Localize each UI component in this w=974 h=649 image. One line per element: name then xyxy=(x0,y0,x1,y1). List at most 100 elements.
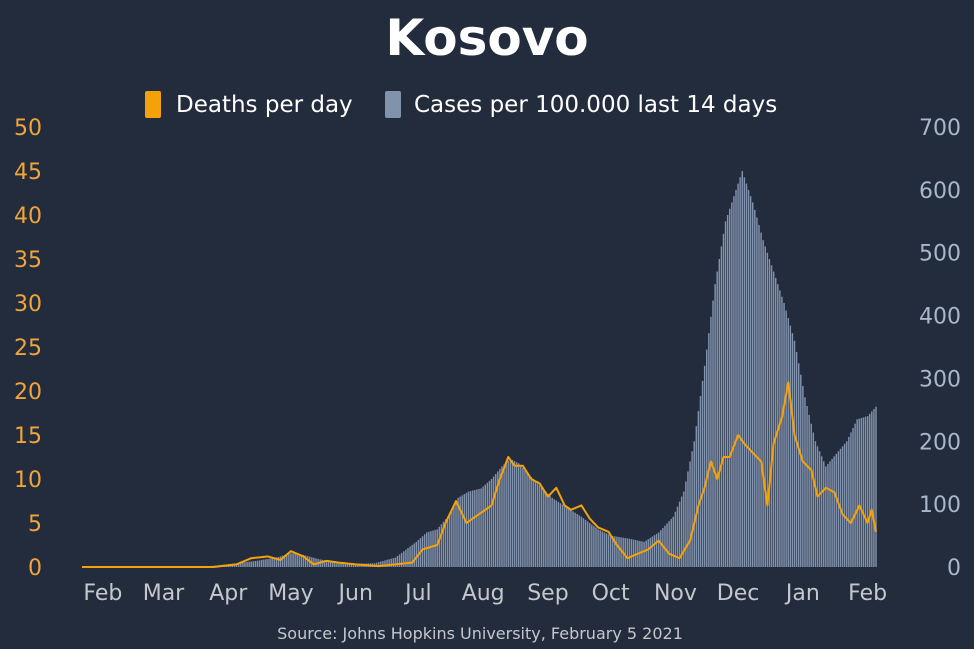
cases-bar xyxy=(856,419,858,567)
cases-bar xyxy=(536,483,539,567)
cases-bar xyxy=(411,545,413,567)
cases-bar xyxy=(415,541,418,567)
cases-bar xyxy=(507,460,509,567)
cases-bar xyxy=(478,488,480,567)
cases-bar xyxy=(400,552,403,567)
cases-bar xyxy=(377,562,380,567)
source-note: Source: Johns Hopkins University, Februa… xyxy=(277,624,683,643)
x-tick-label: Jan xyxy=(784,581,820,606)
cases-bar xyxy=(553,499,555,567)
cases-bar xyxy=(396,556,399,567)
cases-bar xyxy=(486,482,489,567)
cases-bar xyxy=(298,554,301,567)
cases-bar xyxy=(432,530,434,567)
cases-bar xyxy=(664,525,666,567)
cases-bar xyxy=(449,512,451,567)
cases-bar xyxy=(296,553,298,567)
cases-bar xyxy=(735,189,737,568)
cases-bar xyxy=(724,221,727,568)
cases-bar xyxy=(240,562,242,567)
cases-bar xyxy=(509,458,512,567)
cases-bar xyxy=(871,411,873,567)
cases-bar xyxy=(494,473,497,567)
x-tick-label: Aug xyxy=(462,581,505,606)
cases-bar xyxy=(835,453,838,567)
cases-bar xyxy=(557,501,560,567)
cases-bar xyxy=(678,501,681,567)
cases-bar xyxy=(375,562,378,567)
cases-bar xyxy=(710,316,712,567)
cases-bar xyxy=(804,397,806,567)
cases-bar xyxy=(283,555,286,567)
cases-bar xyxy=(244,562,246,567)
cases-bar xyxy=(267,558,269,567)
y-right-tick-label: 100 xyxy=(919,493,961,518)
cases-bar xyxy=(703,365,706,567)
cases-bar xyxy=(651,536,654,567)
cases-bar xyxy=(352,563,355,567)
cases-bar xyxy=(354,563,357,567)
cases-bar xyxy=(503,464,505,567)
cases-bar xyxy=(687,471,689,567)
cases-bar xyxy=(405,549,407,567)
cases-bar xyxy=(511,459,514,567)
cases-bar xyxy=(628,538,631,567)
cases-bar xyxy=(712,300,714,567)
cases-bar xyxy=(866,416,869,567)
cases-bar xyxy=(277,556,280,567)
cases-bar xyxy=(605,533,608,567)
cases-bar xyxy=(833,456,835,567)
cases-bar xyxy=(428,531,430,567)
cases-bar xyxy=(827,463,829,567)
cases-bar xyxy=(271,558,273,567)
cases-bar xyxy=(645,540,647,567)
cases-bar xyxy=(497,471,499,567)
cases-bar xyxy=(774,277,777,567)
cases-bar xyxy=(265,559,267,567)
cases-bar xyxy=(480,488,482,567)
cases-bar xyxy=(670,518,672,567)
cases-bar xyxy=(741,171,743,567)
cases-bar xyxy=(459,496,461,567)
y-right-tick-label: 400 xyxy=(919,305,961,330)
cases-bar xyxy=(403,551,405,567)
cases-bar xyxy=(739,177,741,568)
x-tick-label: Jun xyxy=(337,581,373,606)
cases-bar xyxy=(547,493,549,567)
cases-bar xyxy=(520,465,522,567)
cases-bar xyxy=(325,560,328,567)
cases-bar xyxy=(814,441,817,567)
cases-bar xyxy=(315,558,317,567)
cases-bar xyxy=(795,352,798,567)
cases-bar xyxy=(505,462,507,567)
cases-bar xyxy=(444,519,447,567)
y-left-tick-label: 20 xyxy=(14,380,42,405)
y-left-tick-label: 50 xyxy=(14,116,42,141)
y-right-tick-label: 600 xyxy=(919,179,961,204)
x-tick-label: Feb xyxy=(83,581,122,606)
cases-bar xyxy=(279,556,282,567)
cases-bar xyxy=(806,406,808,567)
cases-bar xyxy=(860,418,863,567)
cases-bar xyxy=(616,536,618,567)
x-tick-label: Dec xyxy=(717,581,760,606)
cases-bar xyxy=(701,380,704,567)
cases-bar xyxy=(797,363,800,567)
cases-bar xyxy=(338,562,340,567)
cases-bar xyxy=(534,481,537,567)
cases-bar xyxy=(693,441,695,567)
cases-bar xyxy=(492,476,495,567)
cases-bar xyxy=(643,541,645,567)
cases-bar xyxy=(421,536,424,567)
cases-bar xyxy=(591,524,593,567)
cases-bar xyxy=(286,554,288,567)
cases-bar xyxy=(745,183,748,567)
cases-bar xyxy=(304,555,307,567)
cases-bar xyxy=(484,484,486,567)
cases-bar xyxy=(294,553,296,567)
cases-bar xyxy=(269,558,271,567)
cases-bar xyxy=(791,333,794,567)
cases-bar xyxy=(620,537,622,567)
cases-bar xyxy=(563,505,566,567)
cases-bar xyxy=(657,532,660,567)
